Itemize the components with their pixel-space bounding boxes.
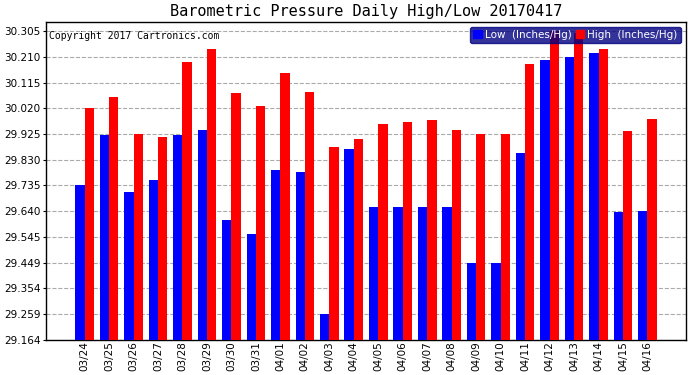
Bar xyxy=(598,49,608,340)
Bar xyxy=(549,31,559,340)
Bar xyxy=(369,207,378,340)
Bar xyxy=(85,108,94,340)
Bar xyxy=(173,135,182,340)
Bar xyxy=(574,33,583,340)
Bar xyxy=(246,234,256,340)
Bar xyxy=(109,98,119,340)
Bar xyxy=(158,136,167,340)
Title: Barometric Pressure Daily High/Low 20170417: Barometric Pressure Daily High/Low 20170… xyxy=(170,4,562,19)
Bar xyxy=(231,93,241,340)
Bar xyxy=(280,73,290,340)
Bar xyxy=(452,130,461,340)
Bar xyxy=(207,49,216,340)
Bar xyxy=(75,185,85,340)
Bar xyxy=(647,119,657,340)
Bar xyxy=(182,62,192,340)
Bar xyxy=(418,207,427,340)
Bar xyxy=(100,135,109,340)
Text: Copyright 2017 Cartronics.com: Copyright 2017 Cartronics.com xyxy=(50,31,220,41)
Bar xyxy=(393,207,403,340)
Bar xyxy=(256,105,265,340)
Bar xyxy=(149,180,158,340)
Bar xyxy=(491,262,501,340)
Bar xyxy=(427,120,437,340)
Bar xyxy=(589,53,598,340)
Bar xyxy=(501,134,510,340)
Bar xyxy=(329,147,339,340)
Bar xyxy=(222,220,231,340)
Bar xyxy=(467,262,476,340)
Bar xyxy=(516,153,525,340)
Bar xyxy=(134,134,143,340)
Bar xyxy=(638,211,647,340)
Bar xyxy=(344,149,354,340)
Bar xyxy=(320,314,329,340)
Bar xyxy=(295,172,305,340)
Bar xyxy=(271,170,280,340)
Bar xyxy=(540,60,549,340)
Bar xyxy=(442,207,452,340)
Bar xyxy=(124,192,134,340)
Bar xyxy=(564,57,574,340)
Bar xyxy=(197,130,207,340)
Bar xyxy=(354,139,363,340)
Bar xyxy=(403,122,412,340)
Bar xyxy=(305,92,314,340)
Legend: Low  (Inches/Hg), High  (Inches/Hg): Low (Inches/Hg), High (Inches/Hg) xyxy=(471,27,680,43)
Bar xyxy=(525,64,534,340)
Bar xyxy=(613,212,623,340)
Bar xyxy=(378,124,388,340)
Bar xyxy=(476,134,486,340)
Bar xyxy=(623,131,632,340)
